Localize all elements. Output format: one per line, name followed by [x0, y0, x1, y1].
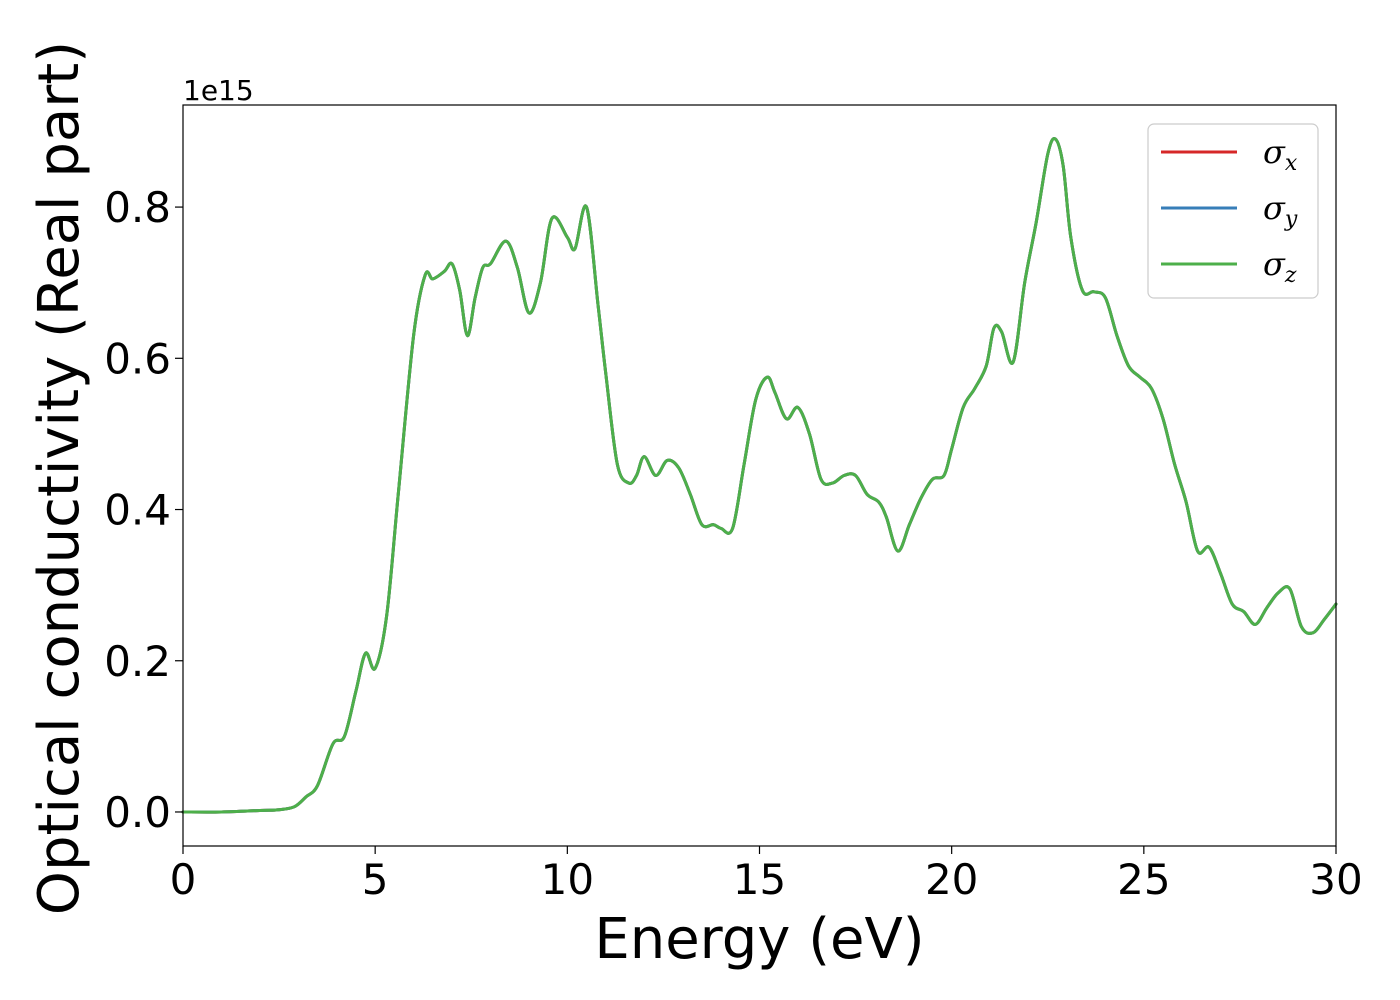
- x-axis-title: Energy (eV): [594, 907, 924, 972]
- series-layer: [181, 137, 1338, 814]
- y-tick-label: 0.8: [104, 183, 171, 232]
- y-tick-label: 0.6: [104, 334, 171, 383]
- x-tick-label: 5: [362, 855, 389, 904]
- x-tick-label: 20: [925, 855, 978, 904]
- x-tick-label: 30: [1309, 855, 1362, 904]
- x-axis: 0 5 10 15 20 25 30: [170, 846, 1363, 904]
- series-line-z: [181, 137, 1338, 814]
- y-offset-label: 1e15: [183, 74, 254, 107]
- x-tick-label: 25: [1117, 855, 1170, 904]
- legend-box: [1147, 123, 1319, 299]
- x-tick-label: 15: [733, 855, 786, 904]
- x-tick-label: 10: [541, 855, 594, 904]
- y-tick-label: 0.2: [104, 637, 171, 686]
- legend-label-x: σx: [1263, 133, 1298, 176]
- y-axis: 0.0 0.2 0.4 0.6 0.8: [104, 183, 183, 837]
- y-tick-label: 0.4: [104, 486, 171, 535]
- y-axis-title: Optical conductivity (Real part): [27, 41, 92, 915]
- x-tick-label: 0: [170, 855, 197, 904]
- y-tick-label: 0.0: [104, 788, 171, 837]
